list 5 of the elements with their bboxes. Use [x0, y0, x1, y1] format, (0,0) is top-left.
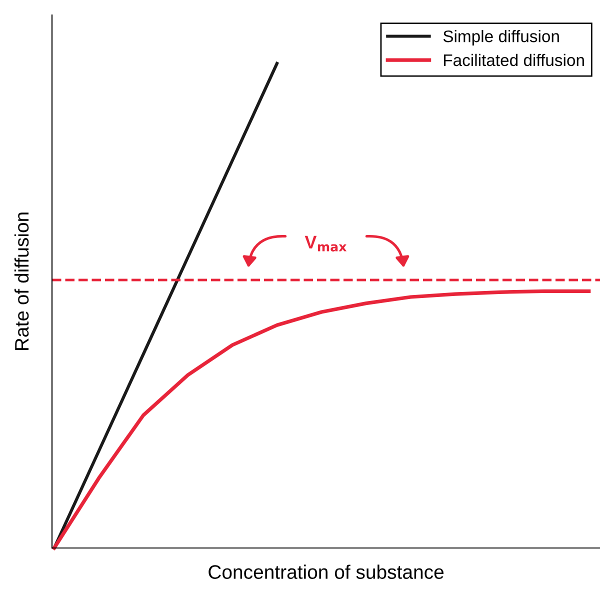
y-axis-title: Rate of diffusion — [14, 212, 29, 350]
legend-label: Facilitated diffusion — [444, 54, 584, 66]
x-axis-title: Concentration of substance — [208, 564, 444, 579]
legend-label: Simple diffusion — [443, 30, 559, 46]
annotation: V$_{max}$ — [304, 236, 347, 252]
